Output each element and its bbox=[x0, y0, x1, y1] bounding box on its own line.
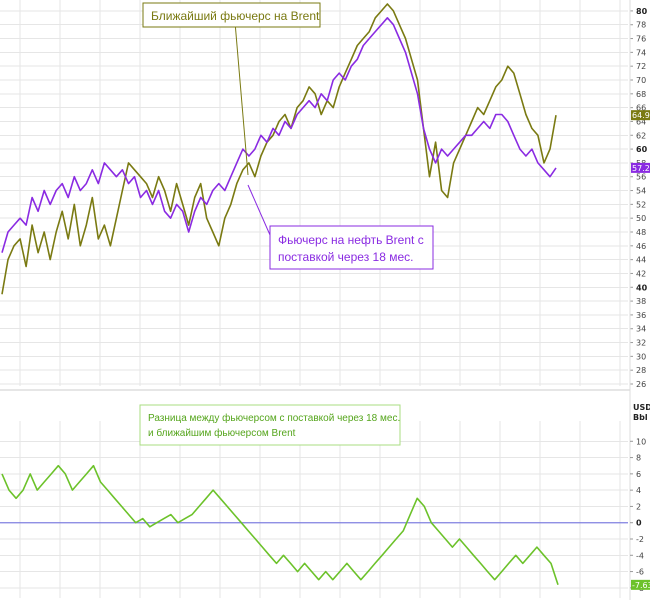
y-tick-label: 26 bbox=[636, 380, 646, 389]
y-tick-label: 4 bbox=[636, 486, 641, 495]
y-tick-label: 66 bbox=[636, 104, 646, 113]
top-panel-series bbox=[1, 3, 557, 295]
y-tick-label: 32 bbox=[636, 339, 646, 348]
last-value-badge bbox=[631, 579, 650, 590]
front-month-label: Ближайший фьючерс на Brent bbox=[151, 9, 320, 23]
y-tick-label: 60 bbox=[636, 145, 648, 154]
y-tick-label: 64 bbox=[636, 117, 646, 126]
spread-label-line2: и ближайшим фьючерсом Brent bbox=[148, 427, 296, 439]
top-panel-grid bbox=[0, 0, 628, 386]
y-tick-label: 62 bbox=[636, 131, 646, 140]
y-tick-label: 78 bbox=[636, 21, 646, 30]
spread-annotation: Разница между фьючерсом с поставкой чере… bbox=[139, 404, 401, 446]
last-value-badge bbox=[631, 162, 650, 173]
series-line-18m-forward bbox=[1, 17, 557, 253]
y-tick-label: 46 bbox=[636, 242, 646, 251]
y-tick-label: 34 bbox=[636, 325, 646, 334]
y-tick-label: 8 bbox=[636, 454, 641, 463]
y-tick-label: 80 bbox=[636, 7, 648, 16]
y-tick-label: 6 bbox=[636, 470, 641, 479]
last-value-label: 57.28 bbox=[632, 164, 650, 173]
y-tick-label: 2 bbox=[636, 502, 641, 511]
y-tick-label: 76 bbox=[636, 35, 646, 44]
y-tick-label: 74 bbox=[636, 48, 646, 57]
y-tick-label: 50 bbox=[636, 214, 646, 223]
spread-label-line1: Разница между фьючерсом с поставкой чере… bbox=[148, 412, 400, 424]
bottom-panel-grid bbox=[0, 421, 628, 598]
unit-label: Bbl bbox=[633, 413, 648, 422]
y-tick-label: 38 bbox=[636, 297, 646, 306]
y-tick-label: -2 bbox=[636, 535, 644, 544]
top-panel-y-axis: 2628303234363840424446485052545658606264… bbox=[630, 7, 650, 389]
y-tick-label: 72 bbox=[636, 62, 646, 71]
y-tick-label: 28 bbox=[636, 366, 646, 375]
last-value-label: -7.63 bbox=[632, 581, 650, 590]
y-tick-label: 40 bbox=[636, 283, 648, 292]
y-tick-label: -4 bbox=[636, 551, 644, 560]
forward-annotation: Фьючерс на нефть Brent с поставкой через… bbox=[247, 184, 434, 270]
y-tick-label: 44 bbox=[636, 256, 646, 265]
forward-label-line1: Фьючерс на нефть Brent с bbox=[278, 233, 424, 247]
y-tick-label: 30 bbox=[636, 352, 646, 361]
y-tick-label: 54 bbox=[636, 187, 646, 196]
y-tick-label: 0 bbox=[636, 519, 642, 528]
last-value-label: 64.91 bbox=[632, 111, 650, 120]
y-tick-label: 48 bbox=[636, 228, 646, 237]
unit-label: USD bbox=[633, 403, 650, 412]
forward-label-line2: поставкой через 18 мес. bbox=[278, 250, 413, 264]
y-tick-label: 10 bbox=[636, 437, 646, 446]
y-tick-label: 42 bbox=[636, 269, 646, 278]
front-month-annotation: Ближайший фьючерс на Brent bbox=[142, 2, 321, 176]
bottom-panel-series bbox=[1, 464, 559, 586]
series-line-spread bbox=[1, 464, 559, 586]
y-tick-label: 36 bbox=[636, 311, 646, 320]
last-value-badge bbox=[631, 110, 650, 121]
y-tick-label: 68 bbox=[636, 90, 646, 99]
series-line-front-month bbox=[1, 3, 557, 295]
y-tick-label: 56 bbox=[636, 173, 646, 182]
y-tick-label: 70 bbox=[636, 76, 646, 85]
y-tick-label: -6 bbox=[636, 568, 644, 577]
y-tick-label: 52 bbox=[636, 200, 646, 209]
